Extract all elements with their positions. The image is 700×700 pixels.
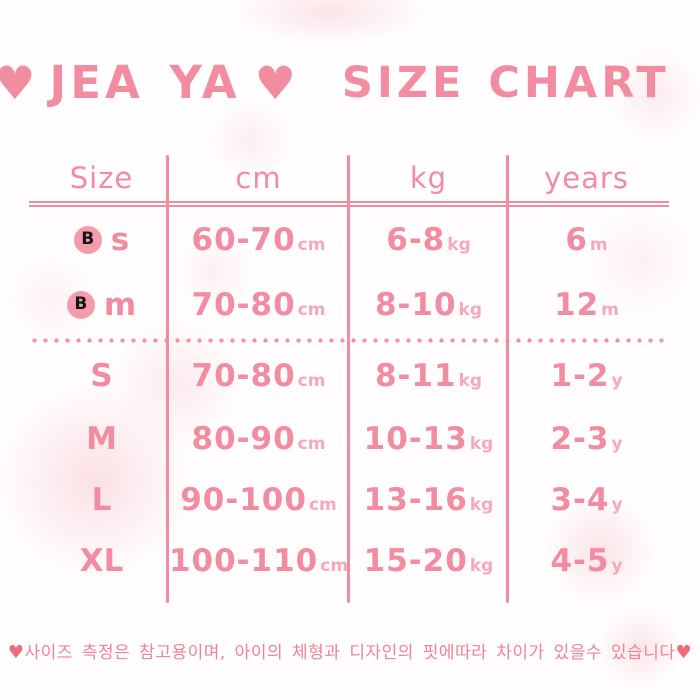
page-title: ♥ JEA YA ♥ SIZE CHART [0, 56, 682, 109]
kg-unit: kg [469, 556, 494, 576]
kg-unit: kg [458, 299, 483, 320]
kg-value: 10-13 [363, 421, 468, 457]
column-divider [506, 155, 509, 603]
years-value: 4-5 [550, 543, 610, 579]
cm-cell: 90-100 cm [168, 482, 349, 518]
cm-unit: cm [297, 371, 326, 391]
size-label: s [110, 221, 130, 258]
years-value: 12 [554, 286, 600, 323]
size-cell: XL [35, 543, 168, 579]
years-value: 3-4 [550, 482, 610, 518]
table-row-xl: XL 100-110 cm 15-20 kg 4-5 y [35, 531, 665, 591]
size-label: S [90, 358, 113, 394]
cm-unit: cm [320, 556, 349, 576]
table-header-row: Size cm kg years [35, 155, 665, 200]
baby-b-badge-icon: B [66, 290, 95, 319]
cm-cell: 100-110 cm [168, 543, 349, 579]
disclaimer-note: ♥사이즈 측정은 참고용이며, 아이의 체형과 디자인의 핏에따라 차이가 있을… [0, 638, 700, 663]
cm-unit: cm [297, 234, 326, 255]
header-years: years [544, 160, 629, 195]
table-row-l: L 90-100 cm 13-16 kg 3-4 y [35, 469, 665, 531]
kg-cell: 15-20 kg [349, 543, 508, 579]
years-unit: y [611, 556, 623, 576]
cm-cell: 80-90 cm [168, 421, 349, 457]
years-unit: m [589, 234, 608, 255]
size-cell: S [35, 358, 168, 394]
size-label: XL [79, 543, 124, 579]
cm-value: 100-110 [168, 543, 319, 579]
header-cm: cm [235, 160, 282, 195]
heart-icon: ♥ [675, 642, 693, 663]
cm-value: 70-80 [191, 286, 296, 323]
size-label: L [91, 482, 112, 518]
years-unit: y [611, 371, 623, 391]
table-row-baby-m: B m 70-80 cm 8-10 kg 12 m [35, 272, 665, 337]
kg-cell: 8-10 kg [349, 287, 508, 323]
column-divider [166, 155, 169, 603]
kg-unit: kg [469, 434, 494, 454]
chart-heading: SIZE CHART [341, 57, 670, 108]
kg-value: 13-16 [363, 482, 468, 518]
kg-value: 8-11 [374, 358, 457, 394]
kg-cell: 8-11 kg [349, 358, 508, 394]
kg-unit: kg [458, 371, 483, 391]
cm-unit: cm [308, 495, 337, 515]
kg-value: 15-20 [363, 543, 468, 579]
cm-cell: 70-80 cm [168, 287, 349, 323]
years-cell: 1-2 y [508, 358, 665, 394]
years-cell: 3-4 y [508, 482, 665, 518]
kg-cell: 13-16 kg [349, 482, 508, 518]
baby-b-badge-icon: B [73, 225, 102, 254]
years-value: 1-2 [550, 358, 610, 394]
years-unit: m [601, 299, 619, 320]
kg-cell: 10-13 kg [349, 421, 508, 457]
size-cell: B s [35, 222, 168, 258]
years-unit: y [611, 495, 623, 515]
years-cell: 2-3 y [508, 421, 665, 457]
cm-cell: 60-70 cm [168, 222, 349, 258]
years-cell: 4-5 y [508, 543, 665, 579]
column-divider [347, 155, 350, 603]
size-label: m [103, 286, 137, 323]
header-size: Size [69, 160, 134, 195]
brand-name: JEA YA [49, 56, 241, 109]
kg-value: 8-10 [374, 286, 457, 323]
kg-value: 6-8 [386, 221, 446, 258]
table-row-s: S 70-80 cm 8-11 kg 1-2 y [35, 343, 665, 409]
heart-icon: ♥ [0, 55, 36, 110]
cm-value: 60-70 [191, 221, 296, 258]
size-cell: L [35, 482, 168, 518]
years-unit: y [611, 434, 623, 454]
disclaimer-text: 사이즈 측정은 참고용이며, 아이의 체형과 디자인의 핏에따라 차이가 있을수… [24, 643, 676, 663]
size-label: M [86, 421, 117, 457]
cm-value: 80-90 [191, 421, 296, 457]
table-row-m: M 80-90 cm 10-13 kg 2-3 y [35, 409, 665, 469]
cm-unit: cm [297, 299, 326, 320]
cm-value: 70-80 [191, 358, 296, 394]
years-value: 2-3 [550, 421, 610, 457]
cm-value: 90-100 [180, 482, 307, 518]
kg-cell: 6-8 kg [349, 222, 508, 258]
heart-icon: ♥ [254, 55, 296, 110]
years-value: 6 [565, 221, 588, 258]
kg-unit: kg [447, 234, 471, 255]
size-cell: M [35, 421, 168, 457]
years-cell: 12 m [508, 287, 665, 323]
kg-unit: kg [469, 495, 494, 515]
heart-icon: ♥ [7, 642, 25, 663]
cm-unit: cm [297, 434, 326, 454]
size-cell: B m [35, 287, 168, 323]
cm-cell: 70-80 cm [168, 358, 349, 394]
header-kg: kg [409, 160, 448, 195]
